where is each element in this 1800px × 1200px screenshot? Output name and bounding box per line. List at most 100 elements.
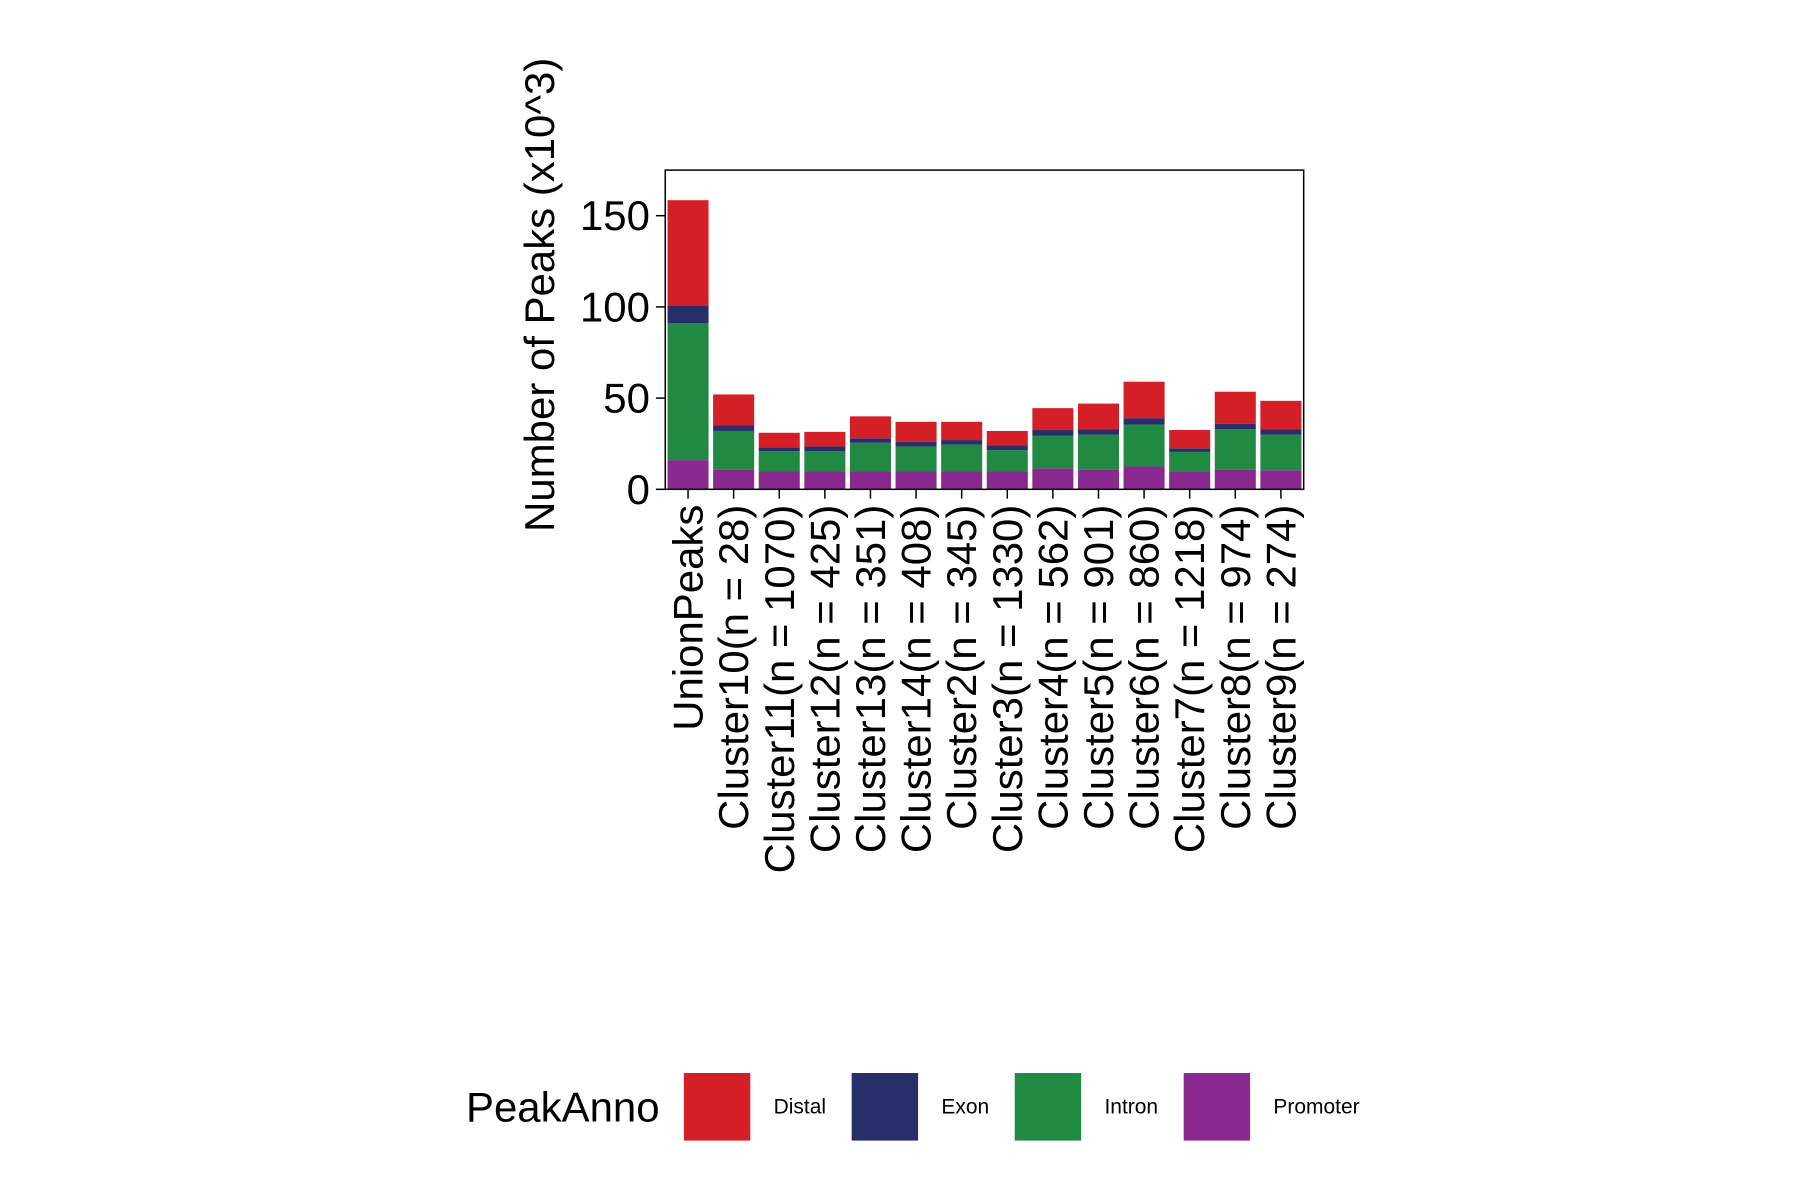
bar-segment-exon	[1032, 430, 1074, 436]
legend-key-distal	[683, 1073, 751, 1141]
legend-label-intron: Intron	[1104, 1095, 1158, 1118]
x-tick-label: Cluster3(n = 1330)	[984, 505, 1031, 854]
x-tick-label: UnionPeaks	[665, 505, 712, 731]
bar-segment-intron	[1123, 424, 1165, 467]
x-tick-label: Cluster10(n = 28)	[710, 505, 757, 830]
x-tick-label: Cluster7(n = 1218)	[1166, 505, 1213, 854]
bar-segment-exon	[1214, 423, 1256, 430]
bar-segment-exon	[667, 305, 709, 324]
bar-segment-exon	[1260, 429, 1302, 435]
bar-segment-exon	[1169, 448, 1211, 452]
bar-segment-exon	[849, 438, 891, 443]
bar-segment-distal	[713, 394, 755, 426]
bar-segment-promoter	[1260, 470, 1302, 490]
x-tick-label: Cluster13(n = 351)	[847, 505, 894, 854]
bar-stack	[713, 394, 755, 490]
bar-segment-intron	[713, 430, 755, 470]
y-tick-label: 100	[580, 283, 650, 330]
bar-segment-distal	[1260, 400, 1302, 430]
bar-segment-promoter	[1169, 471, 1211, 490]
bar-segment-distal	[895, 421, 937, 442]
bar-segment-distal	[667, 200, 709, 306]
bar-segment-promoter	[1214, 469, 1256, 490]
bar-segment-intron	[1077, 434, 1119, 470]
legend-title: PeakAnno	[466, 1083, 660, 1130]
x-tick-label: Cluster11(n = 1070)	[756, 505, 803, 874]
bar-stack	[941, 421, 983, 490]
bar-stack	[1123, 381, 1165, 490]
bar-stack	[1214, 391, 1256, 490]
bar-segment-intron	[986, 450, 1028, 472]
bar-stack	[1260, 400, 1302, 490]
legend-label-promoter: Promoter	[1273, 1095, 1359, 1118]
legend-key-promoter	[1183, 1073, 1251, 1141]
bar-segment-promoter	[758, 471, 800, 490]
bar-segment-intron	[804, 451, 846, 472]
bar-segment-promoter	[986, 471, 1028, 490]
bar-segment-exon	[895, 441, 937, 447]
bar-segment-exon	[1123, 418, 1165, 425]
bar-segment-distal	[804, 431, 846, 447]
bar-segment-exon	[804, 446, 846, 452]
bar-segment-distal	[849, 416, 891, 439]
bar-stack	[667, 200, 709, 490]
bar-segment-distal	[941, 421, 983, 441]
bar-segment-promoter	[1032, 468, 1074, 490]
legend-key-intron	[1014, 1073, 1082, 1141]
y-tick-label: 50	[603, 375, 650, 422]
bar-segment-exon	[1077, 429, 1119, 435]
x-tick-label: Cluster12(n = 425)	[801, 505, 848, 854]
y-axis-label: Number of Peaks (x10^3)	[516, 58, 563, 532]
bar-segment-distal	[1032, 408, 1074, 431]
bar-stack	[1169, 430, 1211, 490]
bar-segment-exon	[758, 447, 800, 452]
y-tick-label: 150	[580, 192, 650, 239]
bar-segment-intron	[895, 446, 937, 472]
bar-segment-intron	[1032, 435, 1074, 469]
bar-stack	[849, 416, 891, 490]
bar-segment-promoter	[1123, 466, 1165, 490]
y-axis: 0 50 100 150	[580, 192, 666, 513]
bar-segment-promoter	[804, 471, 846, 490]
bar-segment-distal	[986, 430, 1028, 446]
bar-segment-intron	[941, 444, 983, 472]
bar-segment-intron	[1214, 429, 1256, 470]
bar-segment-exon	[713, 425, 755, 431]
x-tick-label: Cluster6(n = 860)	[1121, 505, 1168, 830]
bar-segment-intron	[849, 442, 891, 472]
bar-segment-exon	[941, 440, 983, 445]
bar-segment-promoter	[895, 471, 937, 490]
bar-segment-distal	[1214, 391, 1256, 424]
bar-stack	[1032, 408, 1074, 490]
bar-segment-intron	[758, 451, 800, 472]
bar-segment-distal	[1077, 403, 1119, 430]
bar-segment-promoter	[1077, 469, 1119, 490]
bar-stack	[1077, 403, 1119, 490]
bar-segment-intron	[1260, 434, 1302, 471]
bar-stack	[986, 430, 1028, 490]
legend-label-exon: Exon	[941, 1095, 989, 1118]
x-tick-label: Cluster2(n = 345)	[938, 505, 985, 830]
legend: PeakAnno Distal Exon Intron Promoter	[466, 1073, 1360, 1141]
bars-layer	[667, 200, 1302, 490]
bar-segment-promoter	[667, 460, 709, 490]
bar-segment-promoter	[941, 471, 983, 490]
bar-segment-intron	[1169, 451, 1211, 472]
plot-frame	[664, 169, 1305, 491]
y-tick-label: 0	[627, 466, 650, 513]
x-tick-label: Cluster9(n = 274)	[1257, 505, 1304, 830]
bar-stack	[895, 421, 937, 490]
bar-segment-distal	[1123, 381, 1165, 419]
bar-segment-promoter	[849, 471, 891, 490]
bar-segment-distal	[758, 432, 800, 448]
x-tick-label: Cluster14(n = 408)	[893, 505, 940, 854]
bar-segment-promoter	[713, 469, 755, 490]
x-tick-label: Cluster5(n = 901)	[1075, 505, 1122, 830]
legend-label-distal: Distal	[774, 1095, 826, 1118]
x-tick-label: Cluster8(n = 974)	[1212, 505, 1259, 830]
bar-stack	[758, 432, 800, 490]
bar-segment-distal	[1169, 430, 1211, 449]
